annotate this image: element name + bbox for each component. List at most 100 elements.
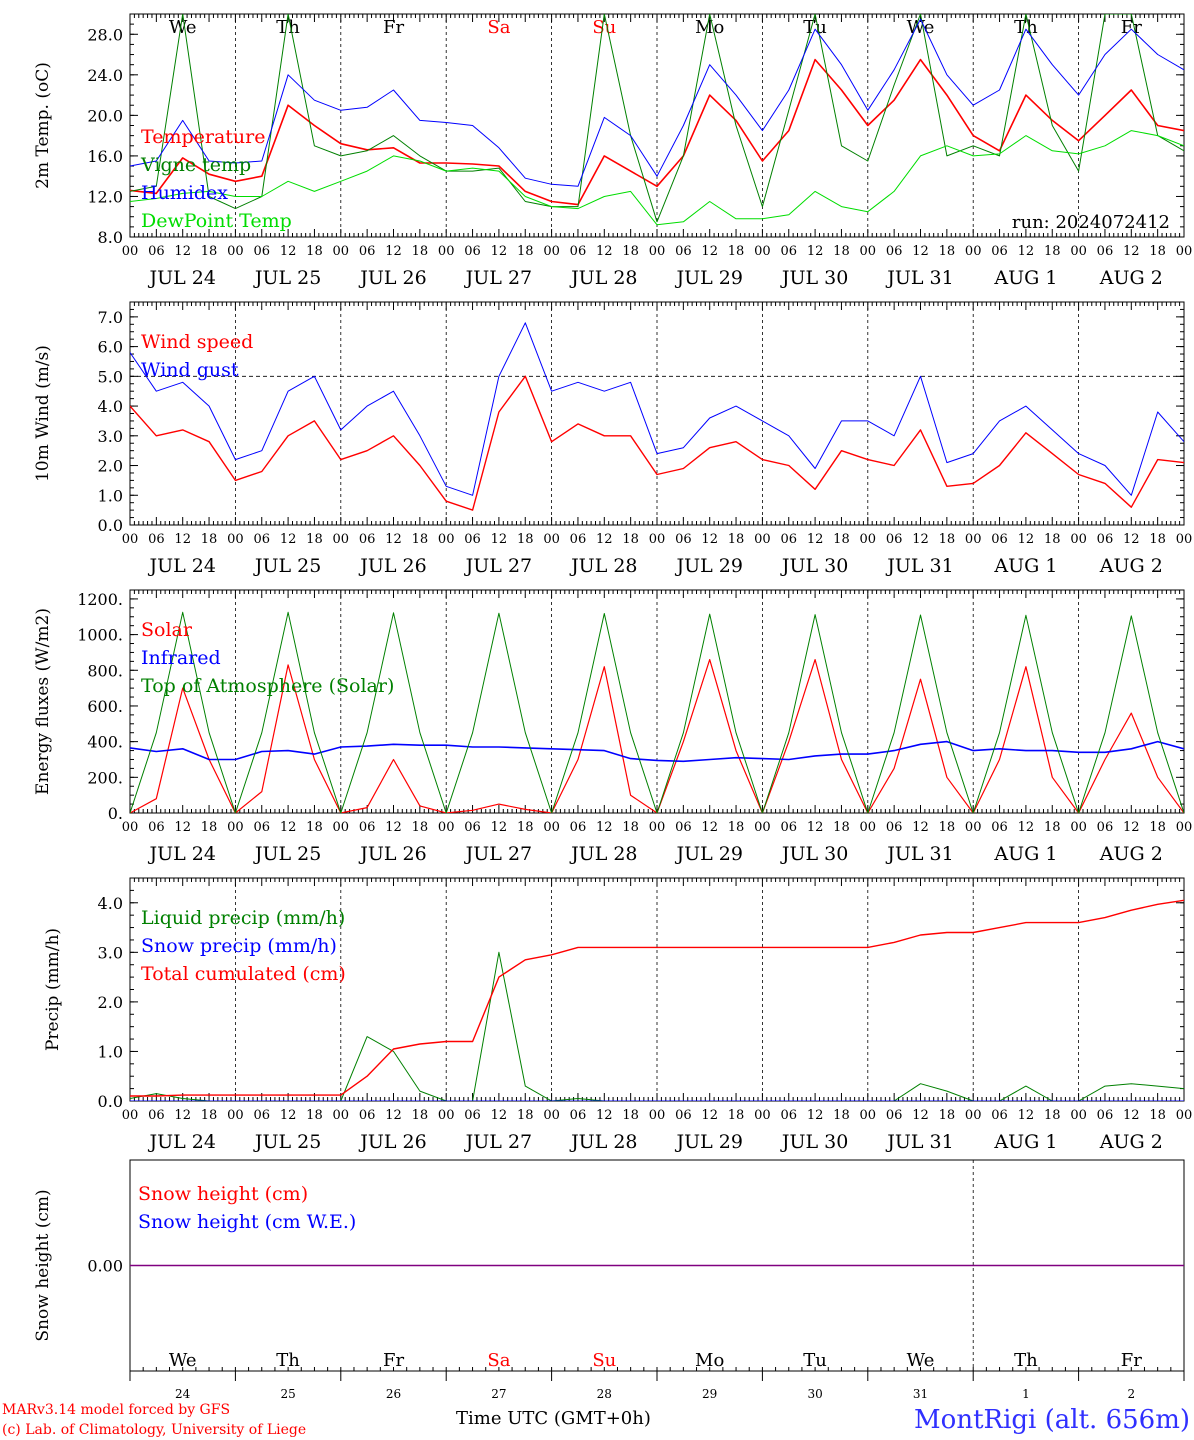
date-label: JUL 30 bbox=[780, 555, 848, 577]
date-label: JUL 29 bbox=[674, 843, 742, 865]
hour-tick-label: 12 bbox=[807, 244, 824, 259]
hour-tick-label: 12 bbox=[491, 820, 508, 835]
legend-entry: Solar bbox=[141, 619, 193, 641]
panels: 2m Temp. (oC)8.012.016.020.024.028.000 06… bbox=[33, 13, 1193, 1401]
day-number-label: 28 bbox=[597, 1387, 612, 1401]
hour-tick-label: 06 bbox=[570, 820, 587, 835]
hour-tick-label: 06 bbox=[780, 1108, 797, 1123]
hour-tick-label: 00 bbox=[860, 244, 877, 259]
hour-tick-label: 00 bbox=[754, 244, 771, 259]
site-label: MontRigi (alt. 656m) bbox=[914, 1405, 1190, 1435]
date-label: JUL 31 bbox=[885, 555, 953, 577]
hour-tick-label: 06 bbox=[253, 820, 270, 835]
hour-tick-label: 18 bbox=[939, 820, 956, 835]
hour-tick-label: 06 bbox=[464, 820, 481, 835]
y-tick-label: 7.0 bbox=[98, 308, 123, 327]
hour-tick-label: 00 bbox=[227, 1108, 244, 1123]
hour-tick-label: 00 bbox=[438, 244, 455, 259]
weekday-label: Su bbox=[592, 17, 616, 38]
hour-tick-label: 06 bbox=[675, 532, 692, 547]
date-label: JUL 25 bbox=[253, 1131, 321, 1153]
date-label: AUG 2 bbox=[1099, 1131, 1163, 1153]
hour-tick-label: 12 bbox=[280, 1108, 297, 1123]
y-tick-label: 4.0 bbox=[98, 894, 123, 913]
hour-tick-label: 18 bbox=[201, 532, 218, 547]
date-label: JUL 31 bbox=[885, 843, 953, 865]
hour-tick-label: 18 bbox=[306, 244, 323, 259]
model-credit: MARv3.14 model forced by GFS bbox=[2, 1402, 230, 1418]
date-label: JUL 31 bbox=[885, 267, 953, 289]
date-label: JUL 27 bbox=[464, 843, 532, 865]
hour-tick-label: 18 bbox=[622, 820, 639, 835]
weekday-label: We bbox=[169, 17, 197, 38]
date-label: JUL 30 bbox=[780, 843, 848, 865]
hour-tick-label: 12 bbox=[596, 244, 613, 259]
date-label: JUL 29 bbox=[674, 1131, 742, 1153]
run-annotation: run: 2024072412 bbox=[1012, 212, 1170, 233]
hour-tick-label: 18 bbox=[517, 1108, 534, 1123]
hour-tick-label: 00 bbox=[649, 244, 666, 259]
hour-tick-label: 12 bbox=[596, 1108, 613, 1123]
hour-tick-label: 00 bbox=[965, 244, 982, 259]
legend-entry: DewPoint Temp bbox=[141, 210, 292, 232]
hour-tick-label: 18 bbox=[1149, 1108, 1166, 1123]
hour-tick-label: 00 bbox=[649, 1108, 666, 1123]
hour-tick-label: 18 bbox=[306, 532, 323, 547]
weekday-label: Th bbox=[1014, 17, 1038, 38]
hour-tick-label: 18 bbox=[1044, 1108, 1061, 1123]
date-label: JUL 26 bbox=[358, 555, 426, 577]
hour-tick-label: 18 bbox=[833, 244, 850, 259]
y-tick-label: 1.0 bbox=[98, 1042, 123, 1061]
hour-tick-label: 06 bbox=[991, 820, 1008, 835]
plot-frame bbox=[129, 13, 1185, 238]
hour-tick-label: 12 bbox=[174, 532, 191, 547]
hour-tick-label: 12 bbox=[1123, 1108, 1140, 1123]
legend-entry: Vigne temp bbox=[140, 154, 251, 176]
hour-tick-label: 18 bbox=[412, 1108, 429, 1123]
hour-tick-label: 06 bbox=[148, 244, 165, 259]
y-tick-label: 8.0 bbox=[98, 228, 123, 247]
y-axis-label: Precip (mm/h) bbox=[43, 928, 63, 1051]
hour-tick-label: 18 bbox=[833, 1108, 850, 1123]
panel-2: 10m Wind (m/s) 0.0 1.0 2.0 3.0 4.0 5.0 6.0 7.0 00… bbox=[33, 301, 1192, 577]
y-tick-label: 0.0 bbox=[98, 516, 123, 535]
hour-tick-label: 12 bbox=[912, 820, 929, 835]
day-number-label: 25 bbox=[280, 1387, 295, 1401]
date-label: JUL 25 bbox=[253, 843, 321, 865]
hour-tick-label: 00 bbox=[965, 1108, 982, 1123]
hour-tick-label: 00 bbox=[860, 820, 877, 835]
legend-entry: Infrared bbox=[141, 647, 221, 669]
time-axis-label: Time UTC (GMT+0h) bbox=[456, 1408, 651, 1429]
hour-tick-label: 00 bbox=[1176, 820, 1193, 835]
legend-entry: Top of Atmosphere (Solar) bbox=[141, 675, 394, 697]
hour-tick-label: 06 bbox=[991, 532, 1008, 547]
hour-tick-label: 06 bbox=[570, 532, 587, 547]
date-label: JUL 25 bbox=[253, 555, 321, 577]
hour-tick-label: 00 bbox=[227, 244, 244, 259]
legend-entry: Wind gust bbox=[141, 359, 239, 381]
hour-tick-label: 12 bbox=[701, 820, 718, 835]
hour-tick-label: 00 bbox=[333, 820, 350, 835]
footer: MARv3.14 model forced by GFS (c) Lab. of… bbox=[2, 1402, 1190, 1438]
hour-tick-label: 12 bbox=[701, 244, 718, 259]
hour-tick-label: 12 bbox=[1018, 820, 1035, 835]
weekday-label: Th bbox=[1014, 1350, 1038, 1371]
hour-tick-label: 06 bbox=[148, 1108, 165, 1123]
hour-tick-label: 00 bbox=[543, 244, 560, 259]
hour-tick-label: 00 bbox=[122, 244, 139, 259]
hour-tick-label: 00 bbox=[227, 820, 244, 835]
hour-tick-label: 18 bbox=[412, 244, 429, 259]
hour-tick-label: 18 bbox=[306, 820, 323, 835]
series-group bbox=[130, 899, 1184, 1101]
legend-entry: Snow height (cm W.E.) bbox=[138, 1211, 356, 1233]
hour-tick-label: 12 bbox=[701, 1108, 718, 1123]
hour-tick-label: 18 bbox=[939, 1108, 956, 1123]
hour-tick-label: 00 bbox=[965, 532, 982, 547]
hour-tick-label: 12 bbox=[385, 820, 402, 835]
y-tick-label: 24.0 bbox=[87, 66, 123, 85]
hour-tick-label: 12 bbox=[1018, 1108, 1035, 1123]
panel-5: Snow height (cm) 0.00 We 24 Th 25 Fr 26 Sa 27 Su 28… bbox=[33, 1159, 1185, 1401]
hour-tick-label: 18 bbox=[728, 532, 745, 547]
y-tick-label: 1000. bbox=[77, 626, 123, 645]
